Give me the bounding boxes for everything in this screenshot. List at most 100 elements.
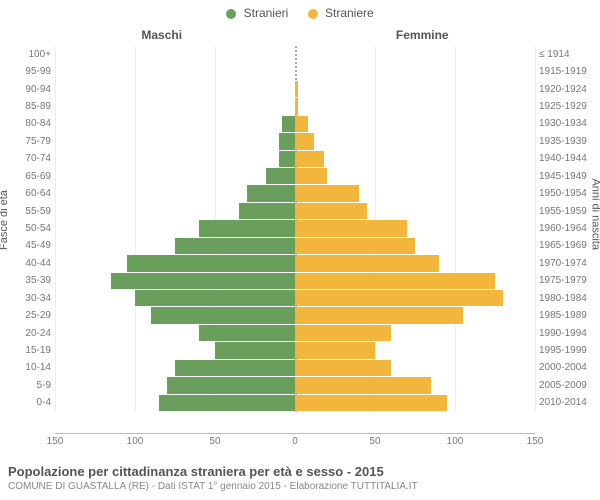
- ytick-age: 20-24: [25, 329, 51, 339]
- bar-male: [167, 377, 295, 393]
- bar-female: [295, 342, 375, 358]
- ytick-birth: 1950-1954: [539, 189, 587, 199]
- bar-male: [151, 307, 295, 323]
- x-axis: 15010050050100150: [55, 433, 535, 450]
- bar-row: [55, 255, 535, 272]
- xtick: 50: [209, 436, 220, 447]
- bar-row: [55, 168, 535, 185]
- bar-male: [215, 342, 295, 358]
- ytick-birth: 1955-1959: [539, 207, 587, 217]
- ytick-age: 90-94: [25, 85, 51, 95]
- bar-female: [295, 290, 503, 306]
- bar-row: [55, 81, 535, 98]
- bar-row: [55, 395, 535, 412]
- bar-female: [295, 98, 298, 114]
- bar-female: [295, 151, 324, 167]
- ytick-birth: 1990-1994: [539, 329, 587, 339]
- bar-row: [55, 325, 535, 342]
- bar-male: [175, 238, 295, 254]
- legend: Stranieri Straniere: [0, 6, 600, 20]
- bar-row: [55, 273, 535, 290]
- y-axis-label-right: Anni di nascita: [590, 178, 600, 250]
- ytick-age: 0-4: [37, 398, 51, 408]
- bar-row: [55, 151, 535, 168]
- bar-female: [295, 203, 367, 219]
- ytick-birth: 1940-1944: [539, 154, 587, 164]
- ytick-age: 30-34: [25, 294, 51, 304]
- ytick-age: 60-64: [25, 189, 51, 199]
- bar-male: [282, 116, 295, 132]
- bar-row: [55, 98, 535, 115]
- bars-container: [55, 46, 535, 412]
- ytick-birth: 1930-1934: [539, 119, 587, 129]
- bar-row: [55, 360, 535, 377]
- ytick-birth: 1935-1939: [539, 137, 587, 147]
- ytick-birth: ≤ 1914: [539, 50, 570, 60]
- bar-female: [295, 360, 391, 376]
- column-title-male: Maschi: [141, 28, 182, 42]
- bar-female: [295, 185, 359, 201]
- bar-row: [55, 290, 535, 307]
- bar-female: [295, 273, 495, 289]
- ytick-age: 100+: [28, 50, 51, 60]
- ytick-age: 55-59: [25, 207, 51, 217]
- pyramid-chart: Stranieri Straniere Fasce di età Anni di…: [0, 0, 600, 500]
- bar-female: [295, 395, 447, 411]
- xtick: 100: [127, 436, 144, 447]
- xtick: 150: [527, 436, 544, 447]
- ytick-birth: 1960-1964: [539, 224, 587, 234]
- bar-row: [55, 220, 535, 237]
- ytick-birth: 1995-1999: [539, 346, 587, 356]
- bar-female: [295, 220, 407, 236]
- xtick: 0: [292, 436, 298, 447]
- chart-title: Popolazione per cittadinanza straniera p…: [8, 464, 592, 479]
- ytick-birth: 1970-1974: [539, 259, 587, 269]
- ytick-birth: 1945-1949: [539, 172, 587, 182]
- ytick-age: 10-14: [25, 363, 51, 373]
- bar-female: [295, 255, 439, 271]
- legend-swatch-male: [226, 9, 236, 19]
- bar-row: [55, 46, 535, 63]
- legend-label-female: Straniere: [325, 6, 374, 20]
- plot-area: Maschi Femmine: [55, 28, 535, 430]
- bar-row: [55, 307, 535, 324]
- bar-row: [55, 133, 535, 150]
- bar-male: [199, 325, 295, 341]
- column-title-female: Femmine: [396, 28, 449, 42]
- ytick-age: 35-39: [25, 276, 51, 286]
- ytick-age: 65-69: [25, 172, 51, 182]
- ytick-birth: 2010-2014: [539, 398, 587, 408]
- bar-row: [55, 63, 535, 80]
- chart-subtitle: COMUNE DI GUASTALLA (RE) - Dati ISTAT 1°…: [8, 481, 592, 492]
- bar-female: [295, 168, 327, 184]
- bar-female: [295, 116, 308, 132]
- bar-male: [175, 360, 295, 376]
- ytick-birth: 1980-1984: [539, 294, 587, 304]
- ytick-birth: 1975-1979: [539, 276, 587, 286]
- legend-label-male: Stranieri: [244, 6, 289, 20]
- bar-male: [266, 168, 295, 184]
- ytick-age: 95-99: [25, 67, 51, 77]
- bar-male: [127, 255, 295, 271]
- bar-row: [55, 342, 535, 359]
- chart-footer: Popolazione per cittadinanza straniera p…: [8, 464, 592, 492]
- xtick: 150: [47, 436, 64, 447]
- legend-item-male: Stranieri: [226, 6, 288, 20]
- ytick-birth: 1915-1919: [539, 67, 587, 77]
- ytick-birth: 2000-2004: [539, 363, 587, 373]
- ytick-birth: 1920-1924: [539, 85, 587, 95]
- ytick-birth: 1925-1929: [539, 102, 587, 112]
- bar-male: [279, 151, 295, 167]
- bar-male: [111, 273, 295, 289]
- bar-male: [247, 185, 295, 201]
- ytick-age: 80-84: [25, 119, 51, 129]
- legend-item-female: Straniere: [308, 6, 374, 20]
- bar-male: [135, 290, 295, 306]
- ytick-age: 5-9: [37, 381, 51, 391]
- ytick-age: 85-89: [25, 102, 51, 112]
- ytick-age: 50-54: [25, 224, 51, 234]
- ytick-age: 70-74: [25, 154, 51, 164]
- ytick-age: 25-29: [25, 311, 51, 321]
- y-axis-label-left: Fasce di età: [0, 190, 10, 250]
- ytick-age: 15-19: [25, 346, 51, 356]
